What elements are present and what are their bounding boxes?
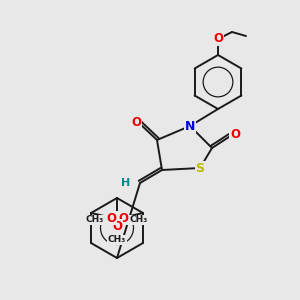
Text: H: H (122, 178, 130, 188)
Text: S: S (196, 161, 205, 175)
Text: O: O (213, 32, 223, 46)
Text: O: O (230, 128, 240, 142)
Text: CH₃: CH₃ (108, 236, 126, 244)
Text: O: O (131, 116, 141, 128)
Text: O: O (106, 212, 116, 224)
Text: CH₃: CH₃ (86, 215, 104, 224)
Text: O: O (112, 220, 122, 232)
Text: O: O (118, 212, 128, 224)
Text: N: N (185, 119, 195, 133)
Text: CH₃: CH₃ (130, 215, 148, 224)
